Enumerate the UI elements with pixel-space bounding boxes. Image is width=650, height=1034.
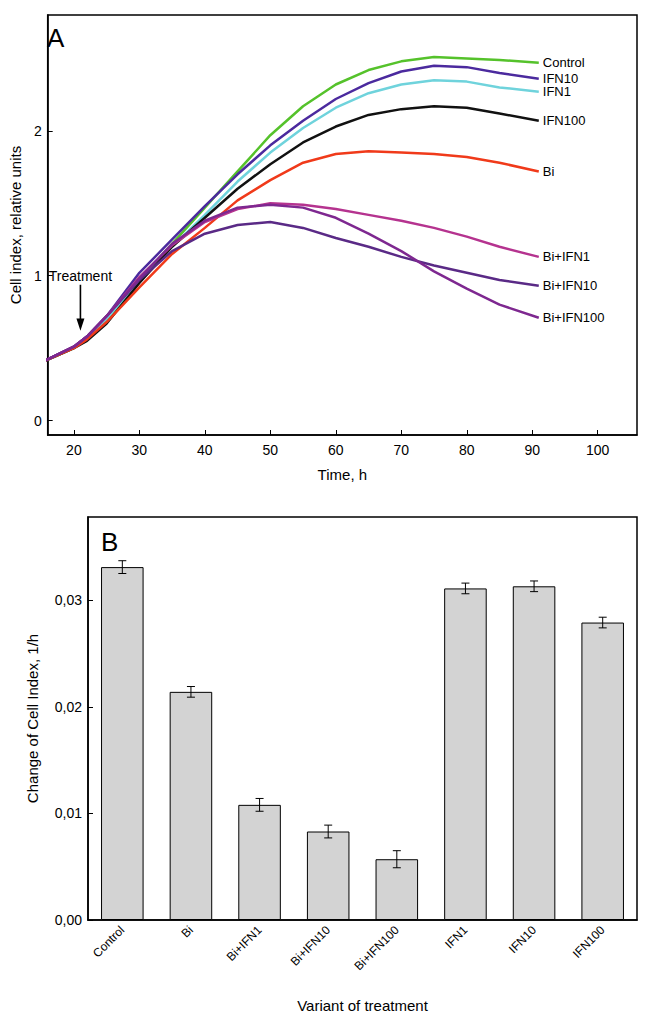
- svg-text:Change of Cell Index, 1/h: Change of Cell Index, 1/h: [24, 634, 41, 803]
- svg-text:Control: Control: [90, 923, 127, 960]
- svg-text:IFN100: IFN100: [543, 113, 586, 128]
- svg-text:Bi+IFN100: Bi+IFN100: [352, 923, 402, 973]
- svg-text:Variant of treatment: Variant of treatment: [297, 997, 428, 1014]
- svg-text:1: 1: [34, 268, 42, 284]
- svg-text:Bi: Bi: [543, 164, 555, 179]
- svg-text:50: 50: [263, 442, 279, 458]
- svg-text:Bi+IFN1: Bi+IFN1: [543, 249, 590, 264]
- svg-text:Cell index, relative units: Cell index, relative units: [7, 146, 24, 304]
- svg-text:30: 30: [132, 442, 148, 458]
- svg-text:Time, h: Time, h: [318, 466, 367, 483]
- svg-text:0,01: 0,01: [55, 805, 82, 821]
- svg-text:70: 70: [393, 442, 409, 458]
- svg-text:Bi+IFN100: Bi+IFN100: [543, 310, 605, 325]
- svg-text:90: 90: [524, 442, 540, 458]
- svg-text:Bi+IFN1: Bi+IFN1: [224, 923, 265, 964]
- svg-text:0,02: 0,02: [55, 699, 82, 715]
- svg-text:60: 60: [328, 442, 344, 458]
- svg-text:Bi: Bi: [178, 923, 195, 940]
- svg-text:Bi+IFN10: Bi+IFN10: [288, 923, 334, 969]
- svg-text:100: 100: [586, 442, 610, 458]
- svg-text:IFN1: IFN1: [442, 923, 470, 951]
- svg-text:IFN10: IFN10: [542, 71, 579, 87]
- svg-text:B: B: [101, 527, 118, 557]
- svg-text:IFN10: IFN10: [506, 923, 539, 956]
- svg-text:20: 20: [66, 442, 82, 458]
- svg-text:IFN100: IFN100: [570, 923, 608, 961]
- svg-text:80: 80: [459, 442, 475, 458]
- svg-text:0,03: 0,03: [55, 592, 82, 608]
- svg-text:Control: Control: [543, 55, 585, 70]
- svg-text:0,00: 0,00: [55, 912, 82, 928]
- svg-text:A: A: [47, 23, 65, 53]
- svg-text:Bi+IFN10: Bi+IFN10: [543, 278, 598, 293]
- svg-text:0: 0: [34, 413, 42, 429]
- svg-text:40: 40: [197, 442, 213, 458]
- svg-text:Treatment: Treatment: [49, 268, 112, 284]
- svg-text:2: 2: [34, 123, 42, 139]
- svg-text:IFN1: IFN1: [543, 84, 571, 99]
